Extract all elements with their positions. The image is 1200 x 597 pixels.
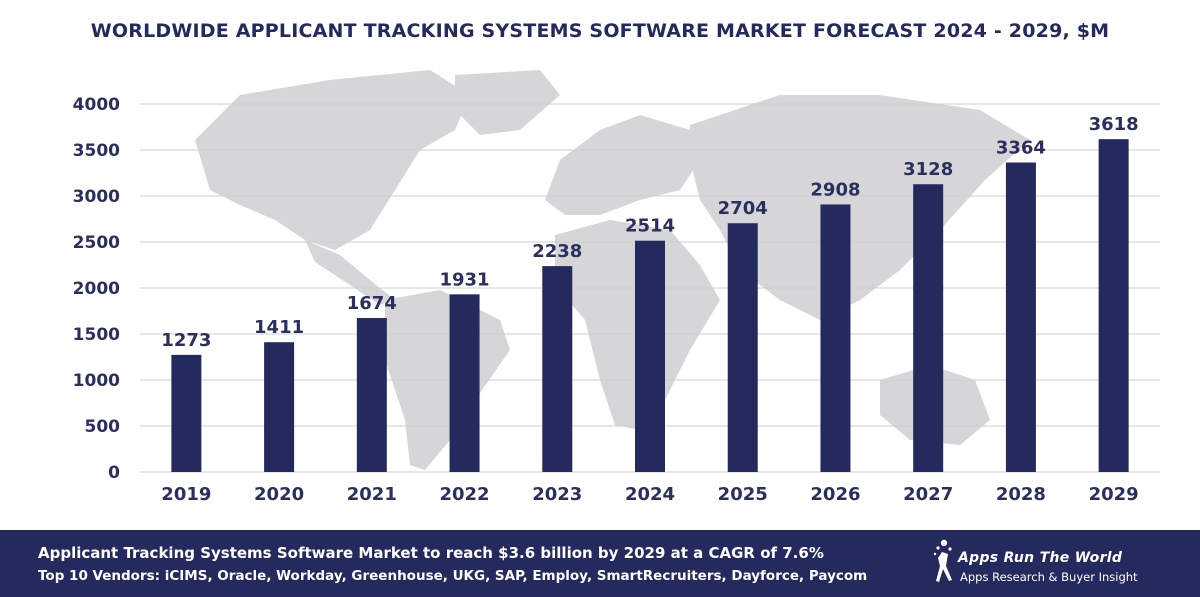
data-label-2021: 1674 (347, 293, 397, 314)
chart-title: WORLDWIDE APPLICANT TRACKING SYSTEMS SOF… (90, 20, 1110, 42)
y-axis: 0 500 1000 1500 2000 2500 3000 3500 4000 (73, 95, 120, 483)
x-tick-label-2026: 2026 (810, 484, 860, 505)
y-tick-label: 4000 (73, 95, 120, 115)
x-tick-label-2020: 2020 (254, 484, 304, 505)
brand-name: Apps Run The World (958, 550, 1123, 566)
x-tick-label-2019: 2019 (161, 484, 211, 505)
data-label-2022: 1931 (439, 269, 489, 290)
x-tick-label-2021: 2021 (347, 484, 397, 505)
bar-2029 (1098, 139, 1129, 473)
footer-banner: Applicant Tracking Systems Software Mark… (0, 530, 1200, 597)
y-tick-label: 0 (108, 463, 120, 483)
x-tick-label-2027: 2027 (903, 484, 953, 505)
y-tick-label: 2500 (73, 233, 120, 253)
data-label-2029: 3618 (1089, 114, 1139, 135)
data-label-2023: 2238 (532, 241, 582, 262)
bar-2026 (820, 204, 851, 473)
data-label-2028: 3364 (996, 138, 1046, 159)
x-axis: 2019 2020 2021 2022 2023 2024 2025 2026 2027 2028… (161, 484, 1138, 505)
world-map-background (195, 70, 1030, 470)
data-label-2025: 2704 (718, 198, 768, 219)
map-north-america (195, 70, 470, 250)
x-tick-label-2025: 2025 (718, 484, 768, 505)
map-europe (545, 115, 700, 215)
bar-2022 (449, 294, 480, 472)
bar-2027 (913, 184, 944, 472)
brand-tagline: Apps Research & Buyer Insight (960, 570, 1138, 584)
y-tick-label: 3000 (73, 187, 120, 207)
data-label-2019: 1273 (161, 330, 211, 351)
bar-2019 (171, 354, 202, 472)
y-tick-label: 1000 (73, 371, 120, 391)
x-tick-label-2024: 2024 (625, 484, 675, 505)
x-tick-label-2023: 2023 (532, 484, 582, 505)
running-figure-icon (933, 539, 952, 582)
footer-vendors: Top 10 Vendors: iCIMS, Oracle, Workday, … (38, 568, 868, 584)
y-tick-label: 500 (85, 417, 121, 437)
bar-2024 (635, 240, 665, 472)
data-label-2020: 1411 (254, 317, 304, 338)
bar-2021 (356, 317, 387, 472)
data-labels: 1273 1411 1674 1931 2238 2514 2704 2908 3128 3364… (161, 114, 1138, 351)
data-label-2024: 2514 (625, 216, 675, 237)
map-asia (690, 95, 1030, 320)
bars (171, 139, 1129, 473)
x-tick-label-2022: 2022 (439, 484, 489, 505)
data-label-2027: 3128 (903, 159, 953, 180)
y-tick-label: 3500 (73, 141, 120, 161)
x-tick-label-2028: 2028 (996, 484, 1046, 505)
bar-2028 (1005, 162, 1036, 472)
map-central-america (305, 240, 395, 305)
bar-2025 (727, 223, 758, 472)
x-tick-label-2029: 2029 (1089, 484, 1139, 505)
bar-2020 (264, 342, 295, 472)
y-tick-label: 1500 (73, 325, 120, 345)
brand-logo: Apps Run The World Apps Research & Buyer… (930, 534, 1170, 594)
bar-chart: 0 500 1000 1500 2000 2500 3000 3500 4000 1273 141… (73, 70, 1160, 505)
map-greenland (455, 70, 560, 135)
bar-2023 (542, 266, 573, 472)
y-tick-label: 2000 (73, 279, 120, 299)
data-label-2026: 2908 (810, 179, 860, 200)
footer-headline: Applicant Tracking Systems Software Mark… (38, 544, 824, 562)
